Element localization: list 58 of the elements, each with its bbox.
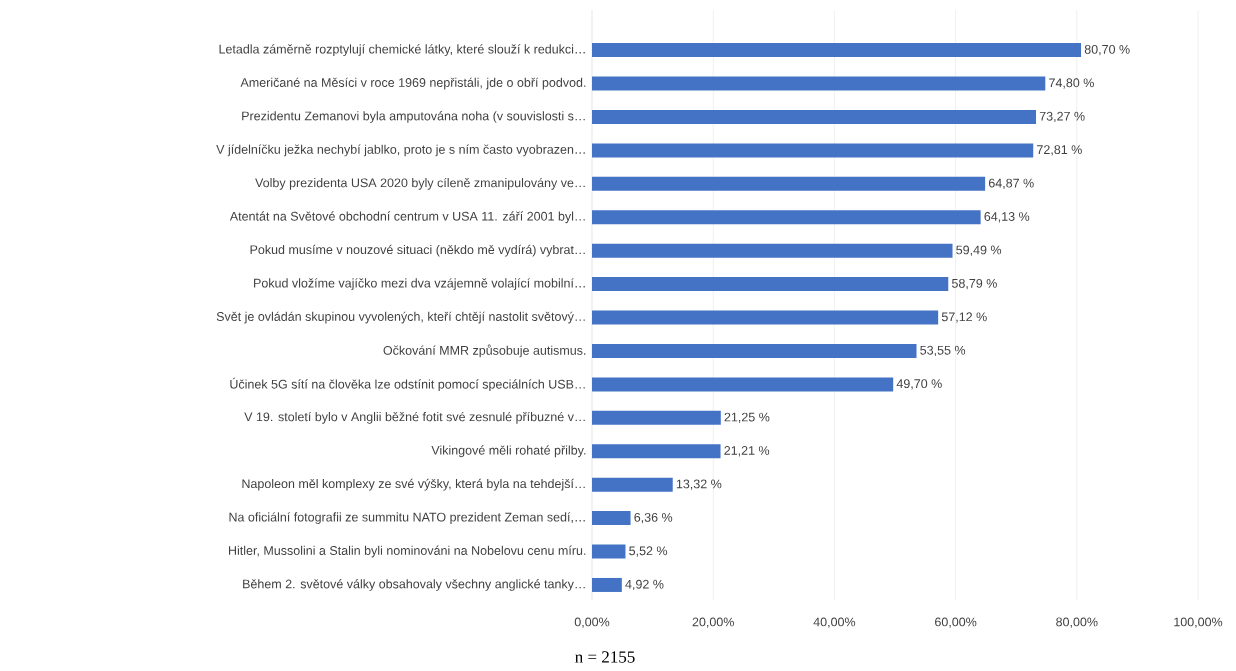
bar xyxy=(592,243,953,258)
data-label: 80,70 % xyxy=(1084,44,1130,56)
y-tick-label: Během 2. světové války obsahovaly všechny anglické tanky… xyxy=(243,579,585,591)
y-tick-label: Účinek 5G sítí na člověka lze odstínit pomocí speciálních USB… xyxy=(230,377,585,392)
text: n = 2155 xyxy=(575,651,635,663)
x-tick-label: 20,00% xyxy=(692,617,734,628)
y-tick-label: Letadla záměrně rozptylují chemické látky, které slouží k redukci… xyxy=(219,44,585,56)
data-label: 5,52 % xyxy=(629,546,668,557)
bar xyxy=(592,410,721,425)
data-label: 59,49 % xyxy=(956,245,1002,256)
bar xyxy=(592,143,1034,158)
bar xyxy=(592,43,1082,58)
bar xyxy=(592,444,721,459)
data-label: 64,87 % xyxy=(988,178,1034,189)
y-tick-label: V jídelníčku ježka nechybí jablko, proto je s ním často vyobrazen… xyxy=(216,144,585,157)
x-tick-label: 0,00% xyxy=(574,617,610,628)
data-label: 6,36 % xyxy=(634,512,673,524)
data-label: 49,70 % xyxy=(896,379,942,390)
data-label: 72,81 % xyxy=(1037,145,1082,156)
data-label: 64,13 % xyxy=(984,212,1030,223)
bar xyxy=(592,577,622,592)
data-label: 57,12 % xyxy=(941,312,987,323)
bar xyxy=(592,277,949,292)
y-tick-label: Američané na Měsíci v roce 1969 nepřistáli, jde o obří podvod. xyxy=(240,77,586,90)
bar xyxy=(592,76,1046,91)
bar xyxy=(592,511,631,526)
y-tick-label: Očkování MMR způsobuje autismus. xyxy=(383,344,586,358)
data-label: 74,80 % xyxy=(1049,78,1094,89)
bar xyxy=(592,176,986,191)
y-tick-label: Napoleon měl komplexy ze své výšky, která byla na tehdejší… xyxy=(242,478,585,491)
data-label: 58,79 % xyxy=(951,278,997,290)
y-tick-label: Pokud musíme v nouzové situaci (někdo mě vydírá) vybrat… xyxy=(250,244,585,257)
data-label: 21,25 % xyxy=(724,412,770,423)
bar xyxy=(592,210,981,225)
bar xyxy=(592,343,917,358)
y-tick-label: Na oficiální fotografii ze summitu NATO prezident Zeman sedí,… xyxy=(229,512,585,524)
bar xyxy=(592,109,1037,124)
y-tick-label: Svět je ovládán skupinou vyvolených, kteří chtějí nastolit světový… xyxy=(216,311,585,324)
bar xyxy=(592,477,673,492)
bar xyxy=(592,544,626,559)
data-label: 4,92 % xyxy=(625,579,664,591)
data-label: 73,27 % xyxy=(1039,111,1085,123)
x-tick-label: 40,00% xyxy=(813,617,856,628)
y-tick-label: Pokud vložíme vajíčko mezi dva vzájemně volající mobilní… xyxy=(254,278,585,290)
y-tick-label: V 19. století bylo v Anglii běžné fotit své zesnulé příbuzné v… xyxy=(244,411,585,424)
y-tick-label: Atentát na Světové obchodní centrum v USA 11. září 2001 byl… xyxy=(229,211,585,224)
y-tick-label: Prezidentu Zemanovi byla amputována noha (v souvislosti s… xyxy=(242,111,585,123)
y-tick-label: Volby prezidenta USA 2020 byly cíleně zmanipulovány ve… xyxy=(255,177,585,190)
bar xyxy=(592,377,894,392)
data-label: 53,55 % xyxy=(920,345,966,357)
x-tick-label: 100,00% xyxy=(1174,617,1223,628)
x-tick-label: 80,00% xyxy=(1056,617,1098,628)
data-label: 13,32 % xyxy=(676,479,722,490)
y-tick-label: Hitler, Mussolini a Stalin byli nominováni na Nobelovu cenu míru. xyxy=(229,545,586,558)
bar xyxy=(592,310,939,325)
data-label: 21,21 % xyxy=(724,446,770,457)
x-tick-label: 60,00% xyxy=(935,617,977,628)
y-tick-label: Vikingové měli rohaté přilby. xyxy=(431,445,586,458)
